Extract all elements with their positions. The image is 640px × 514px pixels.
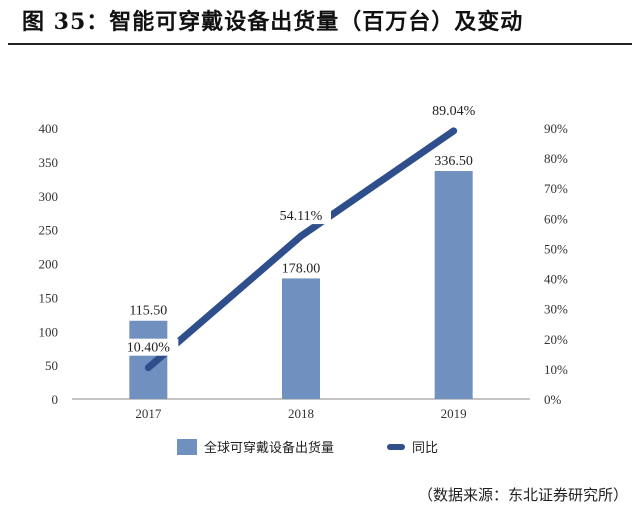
line-label-bg [118, 338, 179, 356]
x-tick-label: 2017 [135, 406, 162, 421]
y-right-tick-label: 20% [544, 332, 568, 347]
yoy-line [144, 127, 458, 372]
bar-value-label: 178.00 [282, 261, 321, 276]
y-right-tick-label: 50% [544, 241, 568, 256]
y-right-tick-label: 80% [544, 151, 568, 166]
legend-bar-swatch [177, 439, 197, 455]
y-right-tick-label: 10% [544, 362, 568, 377]
y-right-tick-label: 40% [544, 272, 568, 287]
line-value-label: 89.04% [432, 104, 476, 119]
y-left-tick-label: 100 [39, 324, 59, 339]
x-tick-label: 2018 [288, 406, 314, 421]
line-label-bg [423, 101, 484, 119]
bar-value-label: 336.50 [434, 154, 473, 169]
y-left-tick-label: 400 [39, 121, 59, 136]
legend-bar-label: 全球可穿戴设备出货量 [204, 440, 334, 456]
line-label-bg [271, 207, 331, 225]
y-right-tick-label: 70% [544, 181, 568, 196]
y-left-tick-label: 250 [39, 223, 59, 238]
y-left-tick-label: 200 [39, 257, 59, 272]
bar [434, 171, 473, 399]
legend-line-label: 同比 [412, 441, 438, 456]
line-value-label: 10.40% [127, 341, 171, 356]
y-left-tick-label: 0 [52, 392, 59, 407]
y-left-tick-label: 150 [39, 290, 59, 305]
y-left-tick-label: 50 [45, 358, 58, 373]
y-right-tick-label: 30% [544, 302, 568, 317]
y-right-tick-label: 60% [544, 211, 568, 226]
bar [282, 278, 320, 399]
y-left-tick-label: 300 [39, 189, 59, 204]
x-tick-label: 2019 [441, 406, 467, 421]
line-value-label: 54.11% [280, 209, 323, 224]
title-divider [8, 43, 632, 45]
y-left-tick-label: 350 [39, 155, 59, 170]
source-note: （数据来源：东北证券研究所） [417, 486, 628, 504]
figure-title: 图 35：智能可穿戴设备出货量（百万台）及变动 [22, 9, 524, 35]
y-right-tick-label: 90% [544, 121, 568, 136]
y-right-tick-label: 0% [544, 392, 562, 407]
bar-value-label: 115.50 [129, 304, 167, 319]
